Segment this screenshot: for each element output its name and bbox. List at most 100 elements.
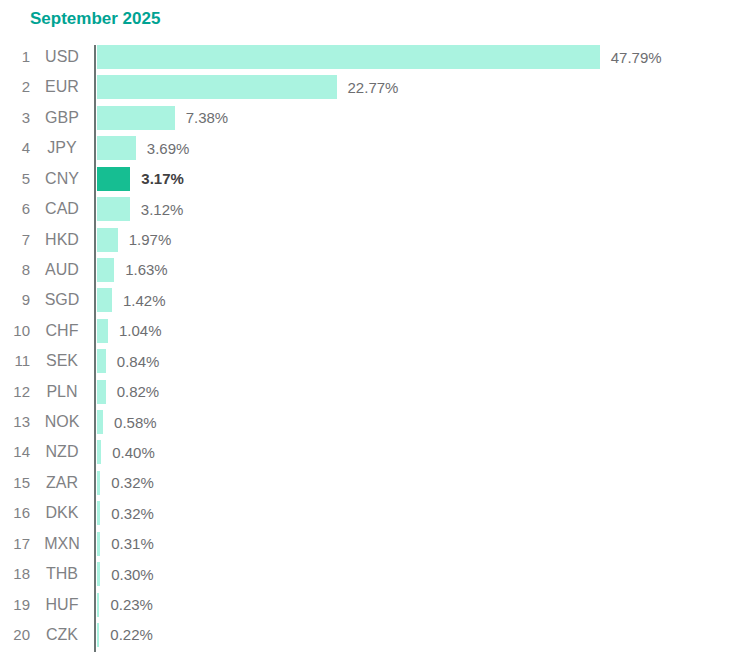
bar-area: 22.77%: [97, 75, 398, 99]
bar-area: 3.17%: [97, 167, 184, 191]
bar: [97, 228, 118, 252]
bar-area: 0.40%: [97, 440, 155, 464]
rank-label: 3: [0, 106, 30, 130]
rank-label: 11: [0, 349, 30, 373]
rank-label: 18: [0, 562, 30, 586]
bar-chart: 1USD47.79%2EUR22.77%3GBP7.38%4JPY3.69%5C…: [0, 45, 750, 653]
currency-label: CNY: [36, 167, 88, 191]
rank-label: 10: [0, 319, 30, 343]
value-label: 47.79%: [611, 49, 662, 66]
bar: [97, 593, 99, 617]
chart-row: 17MXN 0.31%: [0, 532, 750, 556]
chart-row: 20CZK 0.22%: [0, 623, 750, 647]
currency-label: CHF: [36, 319, 88, 343]
rank-label: 8: [0, 258, 30, 282]
chart-row: 12PLN 0.82%: [0, 380, 750, 404]
bar-area: 0.22%: [97, 623, 153, 647]
currency-label: NOK: [36, 410, 88, 434]
rank-label: 12: [0, 380, 30, 404]
rank-label: 2: [0, 75, 30, 99]
bar-area: 0.23%: [97, 593, 153, 617]
rank-label: 13: [0, 410, 30, 434]
bar-area: 0.82%: [97, 380, 159, 404]
value-label: 0.32%: [111, 474, 154, 491]
value-label: 3.17%: [141, 170, 184, 187]
value-label: 1.04%: [119, 322, 162, 339]
currency-label: EUR: [36, 75, 88, 99]
currency-label: JPY: [36, 136, 88, 160]
chart-row: 7HKD1.97%: [0, 228, 750, 252]
value-label: 0.58%: [114, 414, 157, 431]
chart-row: 16DKK 0.32%: [0, 501, 750, 525]
currency-label: USD: [36, 45, 88, 69]
currency-label: SEK: [36, 349, 88, 373]
currency-label: THB: [36, 562, 88, 586]
bar: [97, 167, 130, 191]
bar-area: 0.32%: [97, 471, 154, 495]
currency-label: PLN: [36, 380, 88, 404]
value-label: 0.82%: [117, 383, 160, 400]
currency-label: ZAR: [36, 471, 88, 495]
chart-row: 5CNY 3.17%: [0, 167, 750, 191]
currency-label: CZK: [36, 623, 88, 647]
value-label: 0.40%: [112, 444, 155, 461]
chart-row: 1USD 47.79%: [0, 45, 750, 69]
bar-area: 0.30%: [97, 562, 154, 586]
currency-label: CAD: [36, 197, 88, 221]
bar-area: 3.12%: [97, 197, 183, 221]
chart-row: 6CAD 3.12%: [0, 197, 750, 221]
bar: [97, 410, 103, 434]
currency-label: DKK: [36, 501, 88, 525]
bar-area: 47.79%: [97, 45, 662, 69]
rank-label: 14: [0, 440, 30, 464]
bar: [97, 45, 600, 69]
rank-label: 4: [0, 136, 30, 160]
bar-area: 3.69%: [97, 136, 189, 160]
bar: [97, 258, 114, 282]
bar-area: 0.84%: [97, 349, 159, 373]
value-label: 0.30%: [111, 566, 154, 583]
currency-label: HKD: [36, 228, 88, 252]
chart-row: 13NOK 0.58%: [0, 410, 750, 434]
bar-area: 0.31%: [97, 532, 154, 556]
bar: [97, 349, 106, 373]
currency-label: SGD: [36, 288, 88, 312]
currency-label: MXN: [36, 532, 88, 556]
currency-label: HUF: [36, 593, 88, 617]
chart-row: 18THB 0.30%: [0, 562, 750, 586]
bar: [97, 471, 100, 495]
chart-row: 2EUR 22.77%: [0, 75, 750, 99]
bar: [97, 623, 99, 647]
bar: [97, 440, 101, 464]
rank-label: 19: [0, 593, 30, 617]
chart-row: 3GBP7.38%: [0, 106, 750, 130]
chart-row: 4JPY 3.69%: [0, 136, 750, 160]
value-label: 1.63%: [125, 261, 168, 278]
rank-label: 1: [0, 45, 30, 69]
bar: [97, 319, 108, 343]
value-label: 1.42%: [123, 292, 166, 309]
rank-label: 17: [0, 532, 30, 556]
value-label: 7.38%: [186, 109, 229, 126]
bar: [97, 288, 112, 312]
chart-row: 15ZAR 0.32%: [0, 471, 750, 495]
chart-row: 9SGD1.42%: [0, 288, 750, 312]
rank-label: 15: [0, 471, 30, 495]
rank-label: 5: [0, 167, 30, 191]
bar: [97, 532, 100, 556]
rank-label: 6: [0, 197, 30, 221]
chart-row: 8AUD1.63%: [0, 258, 750, 282]
currency-label: NZD: [36, 440, 88, 464]
rank-label: 16: [0, 501, 30, 525]
bar-area: 1.04%: [97, 319, 161, 343]
value-label: 0.23%: [110, 596, 153, 613]
value-label: 0.32%: [111, 505, 154, 522]
value-label: 1.97%: [129, 231, 172, 248]
value-label: 3.12%: [141, 201, 184, 218]
bar-area: 7.38%: [97, 106, 228, 130]
chart-row: 19HUF 0.23%: [0, 593, 750, 617]
bar: [97, 501, 100, 525]
bar: [97, 75, 337, 99]
rank-label: 20: [0, 623, 30, 647]
bar-area: 1.63%: [97, 258, 168, 282]
